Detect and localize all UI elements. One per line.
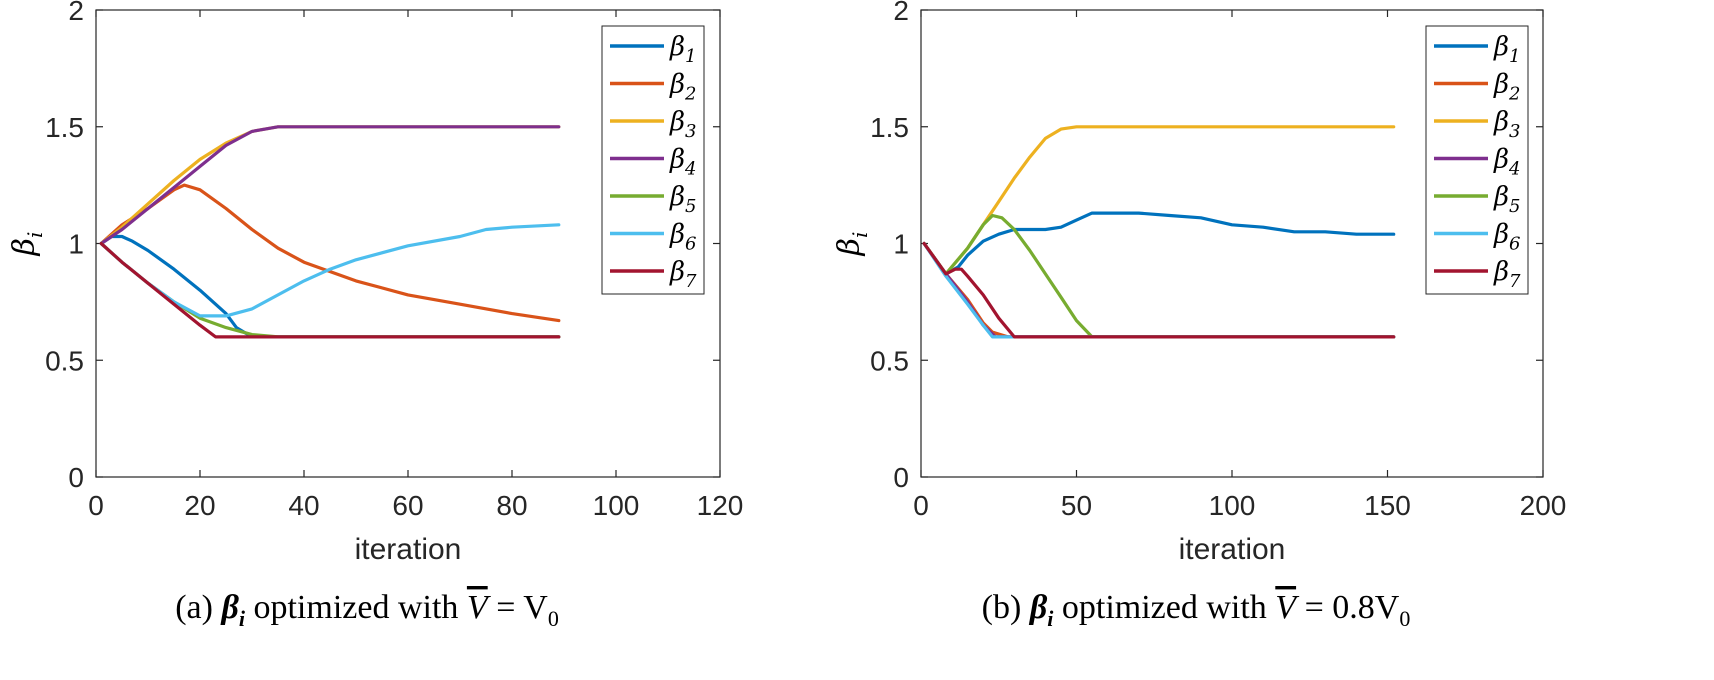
x-tick-label: 20 [184,490,215,521]
legend-label-β3: β3 [1493,107,1520,142]
legend-label-β3: β3 [669,107,696,142]
series-line-β7 [99,241,561,339]
series-line-β7 [922,241,1396,339]
x-tick-label: 0 [88,490,104,521]
legend-label-β6: β6 [669,220,696,255]
y-tick-label: 2 [893,0,909,26]
x-tick-label: 50 [1061,490,1092,521]
x-tick-label: 150 [1364,490,1411,521]
y-tick-label: 0 [893,462,909,493]
x-tick-label: 80 [496,490,527,521]
x-tick-label: 60 [392,490,423,521]
legend-label-β7: β7 [1493,257,1521,292]
y-axis-label: βi [7,232,47,257]
series-line-β1 [922,211,1396,276]
x-tick-label: 40 [288,490,319,521]
y-tick-label: 1 [893,229,909,260]
legend-label-β5: β5 [669,182,696,217]
legend-label-β4: β4 [1493,145,1520,180]
legend-label-β2: β2 [1493,70,1520,105]
panel-caption: (a) βi optimized with V = V0 [175,589,559,631]
chart-panel-a: 0 20 40 60 80 100 12000.511.52iterationβiβ1β2β… [7,0,743,631]
y-tick-label: 0.5 [45,345,84,376]
y-tick-label: 0 [68,462,84,493]
legend-label-β1: β1 [1493,32,1520,67]
x-tick-label: 100 [1209,490,1256,521]
y-axis-label: βi [832,232,872,257]
y-tick-label: 1.5 [870,112,909,143]
y-tick-label: 1 [68,229,84,260]
y-tick-label: 0.5 [870,345,909,376]
panel-caption: (b) βi optimized with V = 0.8V0 [982,589,1411,631]
x-tick-label: 100 [593,490,640,521]
legend-label-β2: β2 [669,70,696,105]
y-tick-label: 1.5 [45,112,84,143]
x-axis-label: iteration [355,533,462,566]
legend-label-β4: β4 [669,145,696,180]
series-line-β4 [99,125,561,246]
x-axis-label: iteration [1179,533,1286,566]
x-tick-label: 120 [697,490,744,521]
legend-label-β7: β7 [669,257,697,292]
y-tick-label: 2 [68,0,84,26]
legend-label-β5: β5 [1493,182,1520,217]
x-tick-label: 0 [913,490,929,521]
legend-label-β1: β1 [669,32,696,67]
legend-label-β6: β6 [1493,220,1520,255]
chart-panel-b: 0 50 100 150 200 0 0.5 1 1.5 2 iteration βi β1β2β3β4… [832,0,1566,631]
x-tick-label: 200 [1520,490,1567,521]
